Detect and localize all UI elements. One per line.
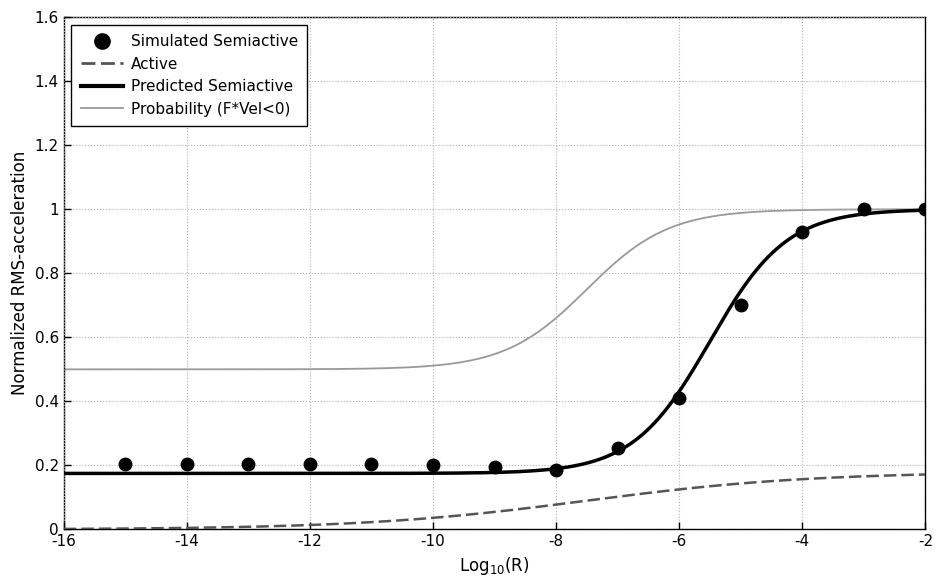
Y-axis label: Normalized RMS-acceleration: Normalized RMS-acceleration <box>11 151 29 395</box>
Legend: Simulated Semiactive, Active, Predicted Semiactive, Probability (F*Vel<0): Simulated Semiactive, Active, Predicted … <box>72 25 308 126</box>
X-axis label: Log$_{10}$(R): Log$_{10}$(R) <box>460 555 530 577</box>
